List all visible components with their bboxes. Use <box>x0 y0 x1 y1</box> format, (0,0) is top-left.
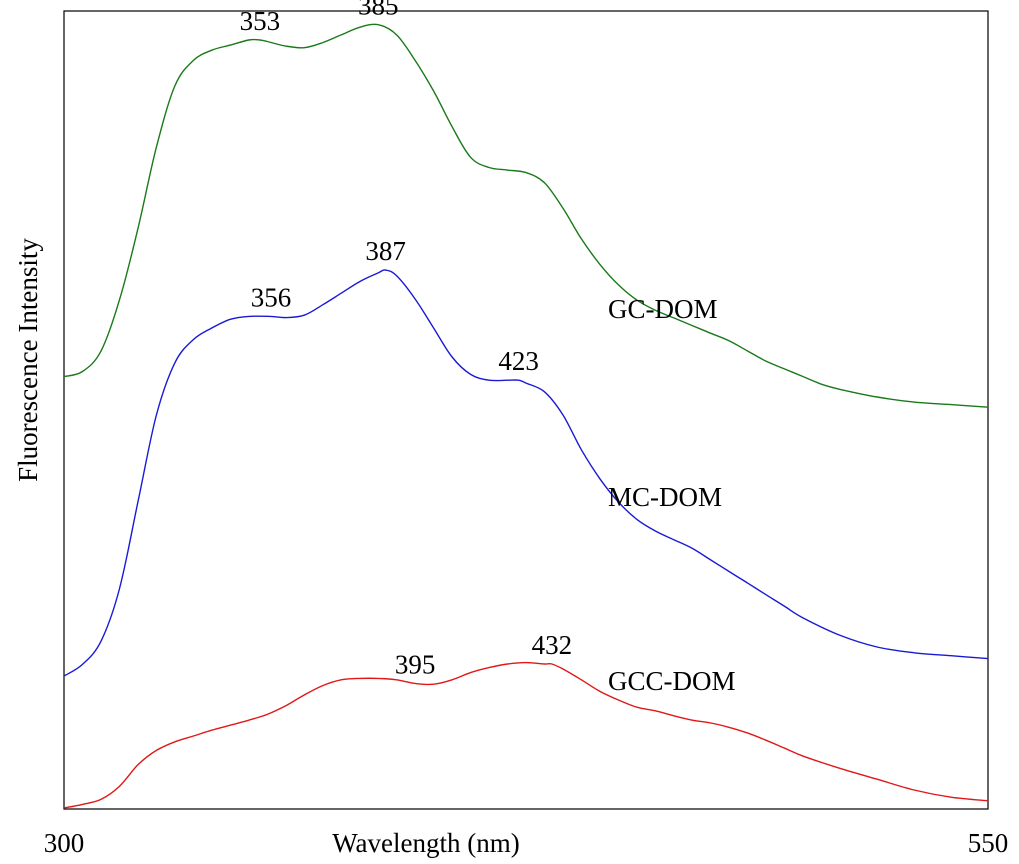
series-label-mc-dom: MC-DOM <box>608 482 722 512</box>
series-line-gc-dom <box>63 23 989 408</box>
peak-label-423: 423 <box>498 346 539 376</box>
peak-label-432: 432 <box>532 630 573 660</box>
series-label-gcc-dom: GCC-DOM <box>608 666 736 696</box>
peak-label-395: 395 <box>395 649 436 679</box>
series-line-mc-dom <box>63 269 989 677</box>
peak-label-387: 387 <box>365 236 406 266</box>
peak-label-356: 356 <box>251 282 292 312</box>
x-axis-title: Wavelength (nm) <box>332 828 520 858</box>
series-curves <box>63 23 989 809</box>
peak-annotations: 353 385 356 387 423 395 432 <box>240 0 573 679</box>
series-labels: GC-DOM MC-DOM GCC-DOM <box>608 294 736 696</box>
series-line-gcc-dom <box>63 661 989 809</box>
y-axis-title: Fluorescence Intensity <box>13 238 43 482</box>
peak-label-385: 385 <box>358 0 399 21</box>
series-label-gc-dom: GC-DOM <box>608 294 718 324</box>
x-tick-label-300: 300 <box>44 828 85 858</box>
plot-frame <box>63 10 989 810</box>
x-tick-label-550: 550 <box>968 828 1009 858</box>
peak-label-353: 353 <box>240 6 281 36</box>
